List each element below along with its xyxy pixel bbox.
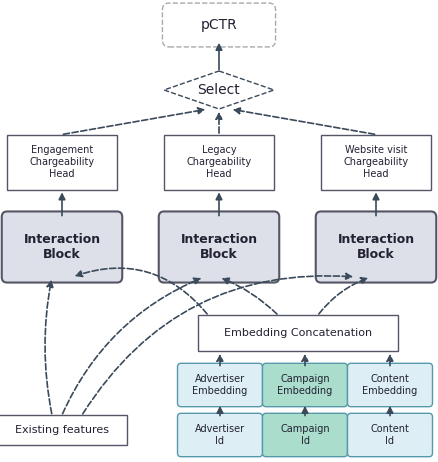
FancyBboxPatch shape [164, 134, 274, 189]
FancyBboxPatch shape [177, 363, 262, 407]
Text: Campaign
Id: Campaign Id [280, 424, 330, 446]
FancyBboxPatch shape [316, 212, 436, 283]
FancyBboxPatch shape [347, 363, 432, 407]
Text: Interaction
Block: Interaction Block [337, 233, 414, 261]
FancyBboxPatch shape [2, 212, 122, 283]
FancyBboxPatch shape [321, 134, 431, 189]
FancyBboxPatch shape [162, 3, 276, 47]
Text: Legacy
Chargeability
Head: Legacy Chargeability Head [187, 146, 251, 179]
FancyBboxPatch shape [159, 212, 279, 283]
FancyBboxPatch shape [177, 413, 262, 457]
Text: Content
Id: Content Id [371, 424, 410, 446]
Text: Existing features: Existing features [15, 425, 109, 435]
Polygon shape [164, 71, 274, 109]
Text: Campaign
Embedding: Campaign Embedding [277, 374, 332, 396]
Text: Embedding Concatenation: Embedding Concatenation [224, 328, 372, 338]
FancyBboxPatch shape [347, 413, 432, 457]
Text: Select: Select [198, 83, 240, 97]
Text: Website visit
Chargeability
Head: Website visit Chargeability Head [343, 146, 409, 179]
Text: Interaction
Block: Interaction Block [24, 233, 101, 261]
Text: Content
Embedding: Content Embedding [362, 374, 417, 396]
Text: Engagement
Chargeability
Head: Engagement Chargeability Head [29, 146, 95, 179]
FancyBboxPatch shape [7, 134, 117, 189]
FancyBboxPatch shape [198, 315, 398, 351]
Text: Interaction
Block: Interaction Block [180, 233, 258, 261]
FancyBboxPatch shape [0, 415, 127, 445]
Text: Advertiser
Embedding: Advertiser Embedding [192, 374, 247, 396]
FancyBboxPatch shape [262, 413, 347, 457]
FancyBboxPatch shape [262, 363, 347, 407]
Text: Advertiser
Id: Advertiser Id [195, 424, 245, 446]
Text: pCTR: pCTR [201, 18, 237, 32]
